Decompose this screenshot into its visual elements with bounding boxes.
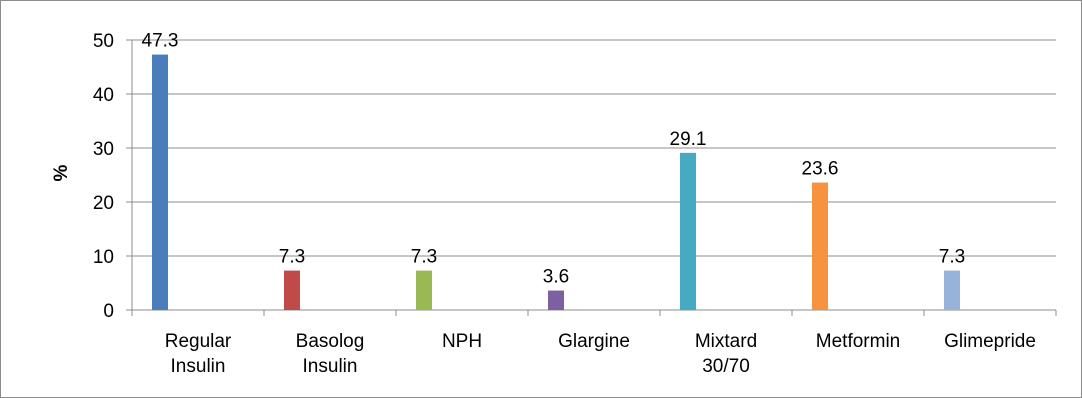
x-category-label: Glimepride: [944, 331, 1036, 352]
y-tick-label: 0: [103, 301, 114, 322]
y-tick-label: 20: [93, 193, 114, 214]
y-tick-label: 50: [93, 31, 114, 52]
y-tick-label: 40: [93, 85, 114, 106]
x-category-label-line: Mixtard: [695, 331, 757, 352]
bar: [548, 290, 564, 310]
x-category-label: Mixtard 30/70: [695, 331, 757, 377]
data-label: 7.3: [939, 247, 965, 268]
x-category-label: Regular Insulin: [165, 331, 232, 377]
bar: [812, 182, 828, 310]
bar: [680, 152, 696, 310]
x-category-labels: Regular Insulin Basolog Insulin NPH Glargine M…: [165, 331, 1036, 377]
x-category-label-line: 30/70: [702, 356, 750, 377]
axes: [126, 39, 1057, 316]
y-axis-label: %: [51, 164, 72, 181]
x-category-label-line: Insulin: [171, 356, 226, 377]
data-label: 29.1: [670, 129, 707, 150]
data-labels: 47.3 7.3 7.3 3.6 29.1 23.6 7.3: [142, 31, 966, 288]
gridlines: [132, 39, 1056, 257]
x-category-label-line: Basolog: [296, 331, 365, 352]
x-category-label-line: Glimepride: [944, 331, 1036, 352]
data-label: 23.6: [802, 159, 839, 180]
x-category-label-line: Insulin: [303, 356, 358, 377]
bar: [416, 270, 432, 310]
bar: [152, 54, 168, 310]
bar: [284, 270, 300, 310]
x-category-label: Glargine: [558, 331, 630, 352]
data-label: 3.6: [543, 267, 569, 288]
bars: [152, 54, 960, 310]
bar: [944, 270, 960, 310]
data-label: 7.3: [279, 247, 305, 268]
x-category-label-line: NPH: [442, 331, 482, 352]
y-tick-label: 10: [93, 247, 114, 268]
data-label: 47.3: [142, 31, 179, 52]
data-label: 7.3: [411, 247, 437, 268]
x-category-label-line: Regular: [165, 331, 232, 352]
x-category-label-line: Metformin: [816, 331, 900, 352]
y-tick-labels: 0 10 20 30 40 50: [93, 31, 114, 322]
y-tick-label: 30: [93, 139, 114, 160]
x-category-label: Metformin: [816, 331, 900, 352]
x-category-label: Basolog Insulin: [296, 331, 365, 377]
x-category-label-line: Glargine: [558, 331, 630, 352]
x-category-label: NPH: [442, 331, 482, 352]
